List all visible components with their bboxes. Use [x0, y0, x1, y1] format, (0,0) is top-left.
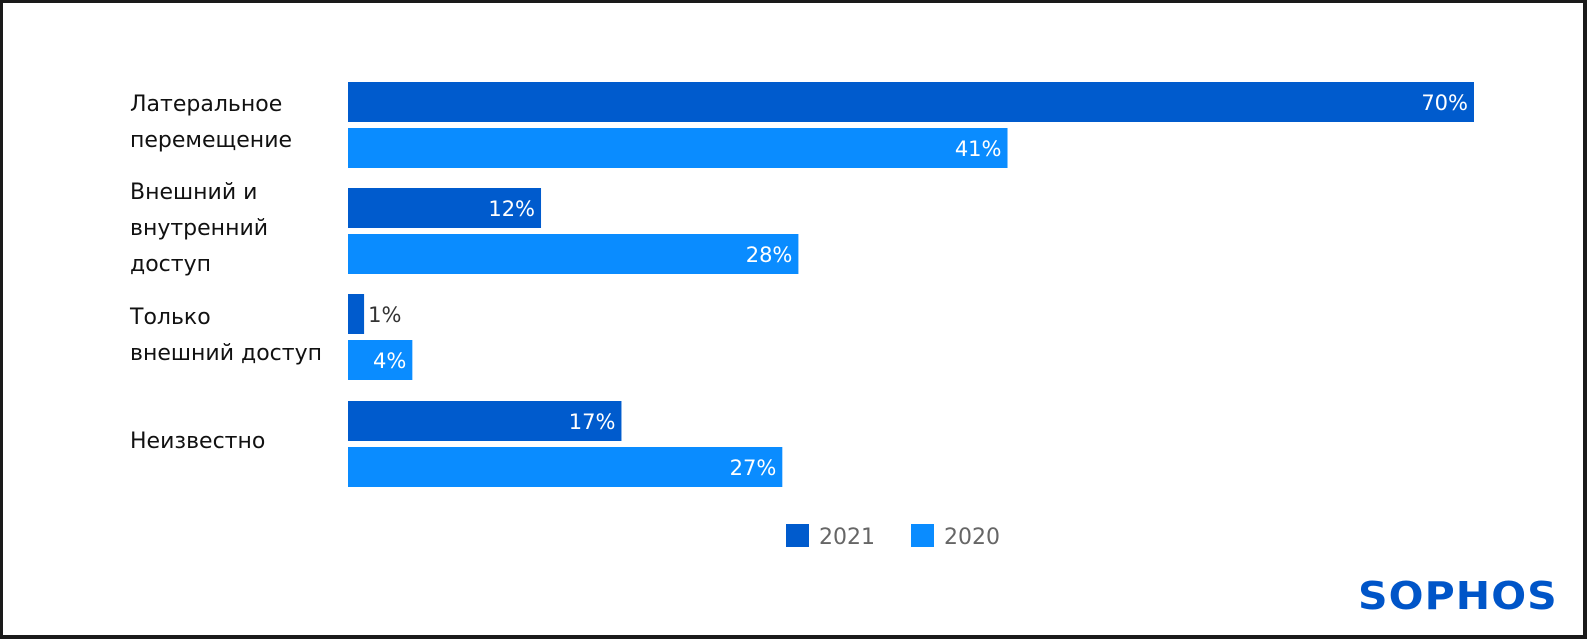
data-label-2021-cat2: 1% [368, 303, 401, 327]
category-label-external-internal-access: Внешний и внутренний доступ [130, 180, 269, 277]
sophos-logo: SOPHOS [1358, 574, 1558, 618]
legend-label-2020: 2020 [944, 525, 1000, 550]
category-label-unknown: Неизвестно [130, 429, 266, 454]
bar-2020-cat0 [348, 128, 1008, 168]
bar-2020-cat2 [348, 340, 413, 380]
bar-2021-cat1 [348, 188, 542, 228]
data-label-2020-cat2: 4% [373, 349, 406, 373]
bar-2021-cat0 [348, 82, 1474, 122]
bar-2020-cat3 [348, 447, 783, 487]
data-label-2021-cat1: 12% [488, 197, 535, 221]
legend-label-2021: 2021 [819, 525, 875, 550]
category-label-external-only-access: Только внешний доступ [130, 305, 322, 366]
legend-swatch-2021 [786, 524, 809, 547]
data-label-2020-cat0: 41% [955, 137, 1002, 161]
data-label-2021-cat0: 70% [1421, 91, 1468, 115]
bar-2020-cat1 [348, 234, 799, 274]
category-label-lateral-movement: Латеральное перемещение [130, 92, 293, 153]
data-label-2021-cat3: 17% [569, 410, 616, 434]
bar-2021-cat2 [348, 294, 365, 334]
legend-swatch-2020 [911, 524, 934, 547]
data-label-2020-cat1: 28% [746, 243, 793, 267]
bar-2021-cat3 [348, 401, 622, 441]
data-label-2020-cat3: 27% [730, 456, 777, 480]
